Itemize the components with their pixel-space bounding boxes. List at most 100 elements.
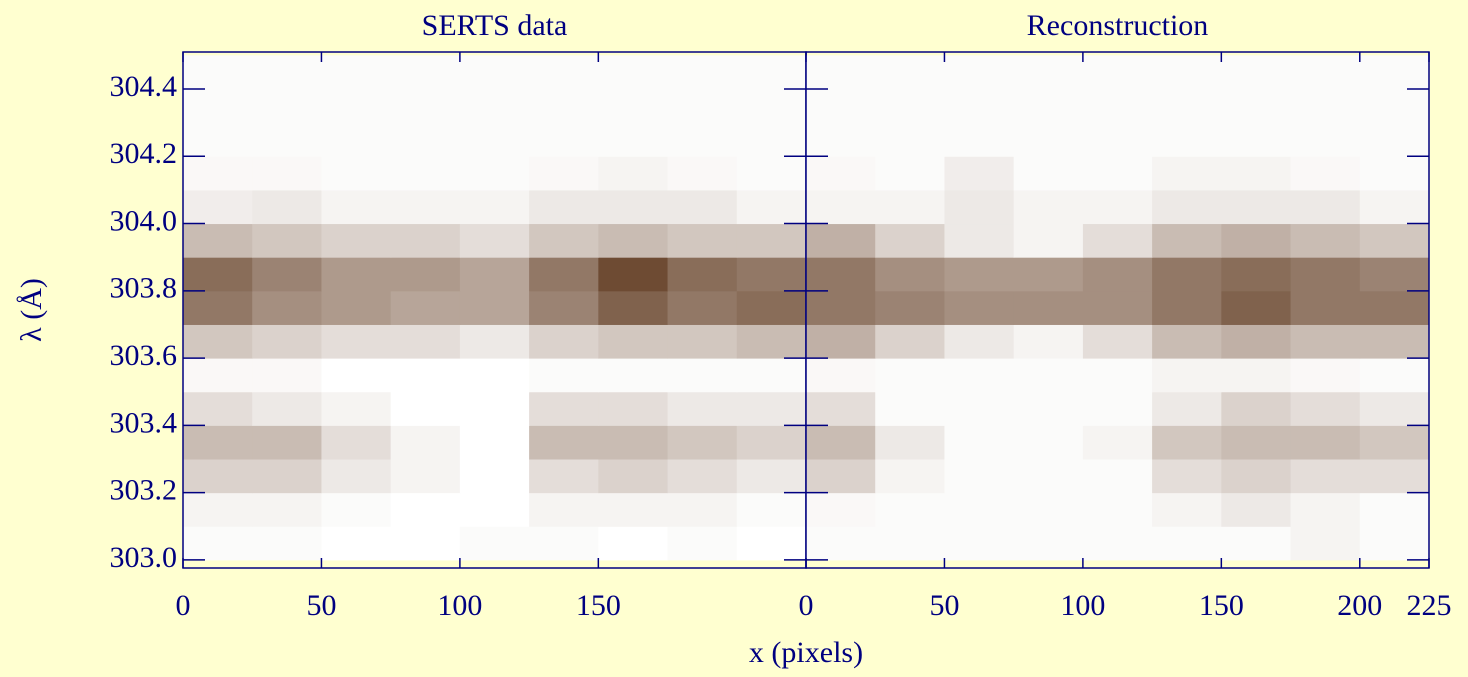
y-tick-label: 304.4: [110, 70, 178, 103]
heat-cell: [598, 459, 669, 494]
heat-cell: [598, 492, 669, 527]
heat-cell: [1290, 290, 1361, 325]
heat-cell: [529, 425, 599, 460]
heat-cell: [529, 55, 599, 90]
heat-cell: [1221, 223, 1292, 258]
heat-cell: [1013, 122, 1084, 157]
heat-cell: [598, 290, 669, 325]
heat-cell: [1359, 290, 1430, 325]
heat-cell: [875, 391, 945, 426]
heat-cell: [806, 122, 876, 157]
heat-cell: [944, 391, 1015, 426]
heat-cell: [1290, 358, 1361, 393]
heat-cell: [390, 189, 461, 225]
heat-cell: [667, 55, 738, 90]
heat-cell: [1221, 290, 1292, 325]
heat-cell: [944, 223, 1015, 258]
heat-cell: [252, 459, 322, 494]
x-axis-label: x (pixels): [749, 636, 863, 669]
heat-cell: [736, 526, 807, 561]
heat-cell: [1082, 459, 1153, 494]
heat-cell: [1221, 89, 1292, 124]
heat-cell: [321, 425, 392, 460]
y-tick-label: 303.2: [110, 474, 178, 507]
heat-cell: [1359, 425, 1430, 460]
heat-cell: [875, 290, 945, 325]
heat-cell: [1013, 89, 1084, 124]
heat-cell: [1359, 223, 1430, 258]
heat-cell: [183, 324, 253, 359]
heat-cell: [667, 324, 738, 359]
x-tick-label: 50: [929, 589, 959, 622]
heat-cell: [252, 425, 322, 460]
heat-cell: [321, 189, 392, 225]
heat-cell: [459, 391, 530, 426]
heat-cell: [944, 89, 1015, 124]
heat-cell: [1082, 290, 1153, 325]
heat-cell: [806, 358, 876, 393]
heat-cell: [875, 122, 945, 157]
heat-cell: [875, 324, 945, 359]
x-tick-label: 150: [576, 589, 621, 622]
heat-cell: [183, 290, 253, 325]
heat-cell: [875, 89, 945, 124]
heat-cell: [1013, 55, 1084, 90]
heat-cell: [598, 189, 669, 225]
heat-cell: [944, 290, 1015, 325]
heat-cell: [183, 425, 253, 460]
heat-cell: [1221, 425, 1292, 460]
y-tick-label: 304.2: [110, 137, 178, 170]
heat-cell: [252, 526, 322, 561]
heat-cell: [1359, 189, 1430, 225]
heat-cell: [1082, 526, 1153, 561]
heat-cell: [1290, 156, 1361, 191]
heat-cell: [667, 391, 738, 426]
heat-cell: [1359, 391, 1430, 426]
heat-cell: [183, 526, 253, 561]
x-tick-label: 0: [799, 589, 814, 622]
heat-cell: [806, 89, 876, 124]
heat-cell: [1082, 324, 1153, 359]
heat-cell: [390, 526, 461, 561]
heat-cell: [1359, 459, 1430, 494]
heat-cell: [459, 290, 530, 325]
heat-cell: [944, 156, 1015, 191]
heat-cell: [1152, 223, 1222, 258]
heat-cell: [1152, 122, 1222, 157]
heat-cell: [1290, 526, 1361, 561]
heat-cell: [529, 189, 599, 225]
heat-cell: [1013, 324, 1084, 359]
heat-cell: [252, 358, 322, 393]
heat-cell: [529, 290, 599, 325]
heat-cell: [459, 156, 530, 191]
heat-cell: [598, 526, 669, 561]
heat-cell: [667, 89, 738, 124]
heat-cell: [667, 189, 738, 225]
heat-cell: [875, 189, 945, 225]
heat-cell: [183, 257, 253, 292]
heat-cell: [252, 324, 322, 359]
heat-cell: [667, 290, 738, 325]
heat-cell: [806, 492, 876, 527]
heat-cell: [1082, 189, 1153, 225]
heat-cell: [459, 425, 530, 460]
heat-cell: [390, 459, 461, 494]
heat-cell: [252, 189, 322, 225]
y-tick-label: 303.0: [110, 541, 178, 574]
heat-cell: [806, 189, 876, 225]
heat-cell: [252, 156, 322, 191]
heat-cell: [390, 257, 461, 292]
heat-cell: [1013, 156, 1084, 191]
heat-cell: [529, 156, 599, 191]
heat-cell: [1013, 290, 1084, 325]
heat-cell: [529, 122, 599, 157]
heat-cell: [1359, 89, 1430, 124]
heat-cell: [944, 257, 1015, 292]
heat-cell: [806, 55, 876, 90]
heat-cell: [1290, 189, 1361, 225]
heat-cell: [875, 156, 945, 191]
y-axis-label: λ (Å): [15, 278, 48, 342]
heat-cell: [1221, 526, 1292, 561]
heat-cell: [1152, 189, 1222, 225]
heat-cell: [183, 459, 253, 494]
